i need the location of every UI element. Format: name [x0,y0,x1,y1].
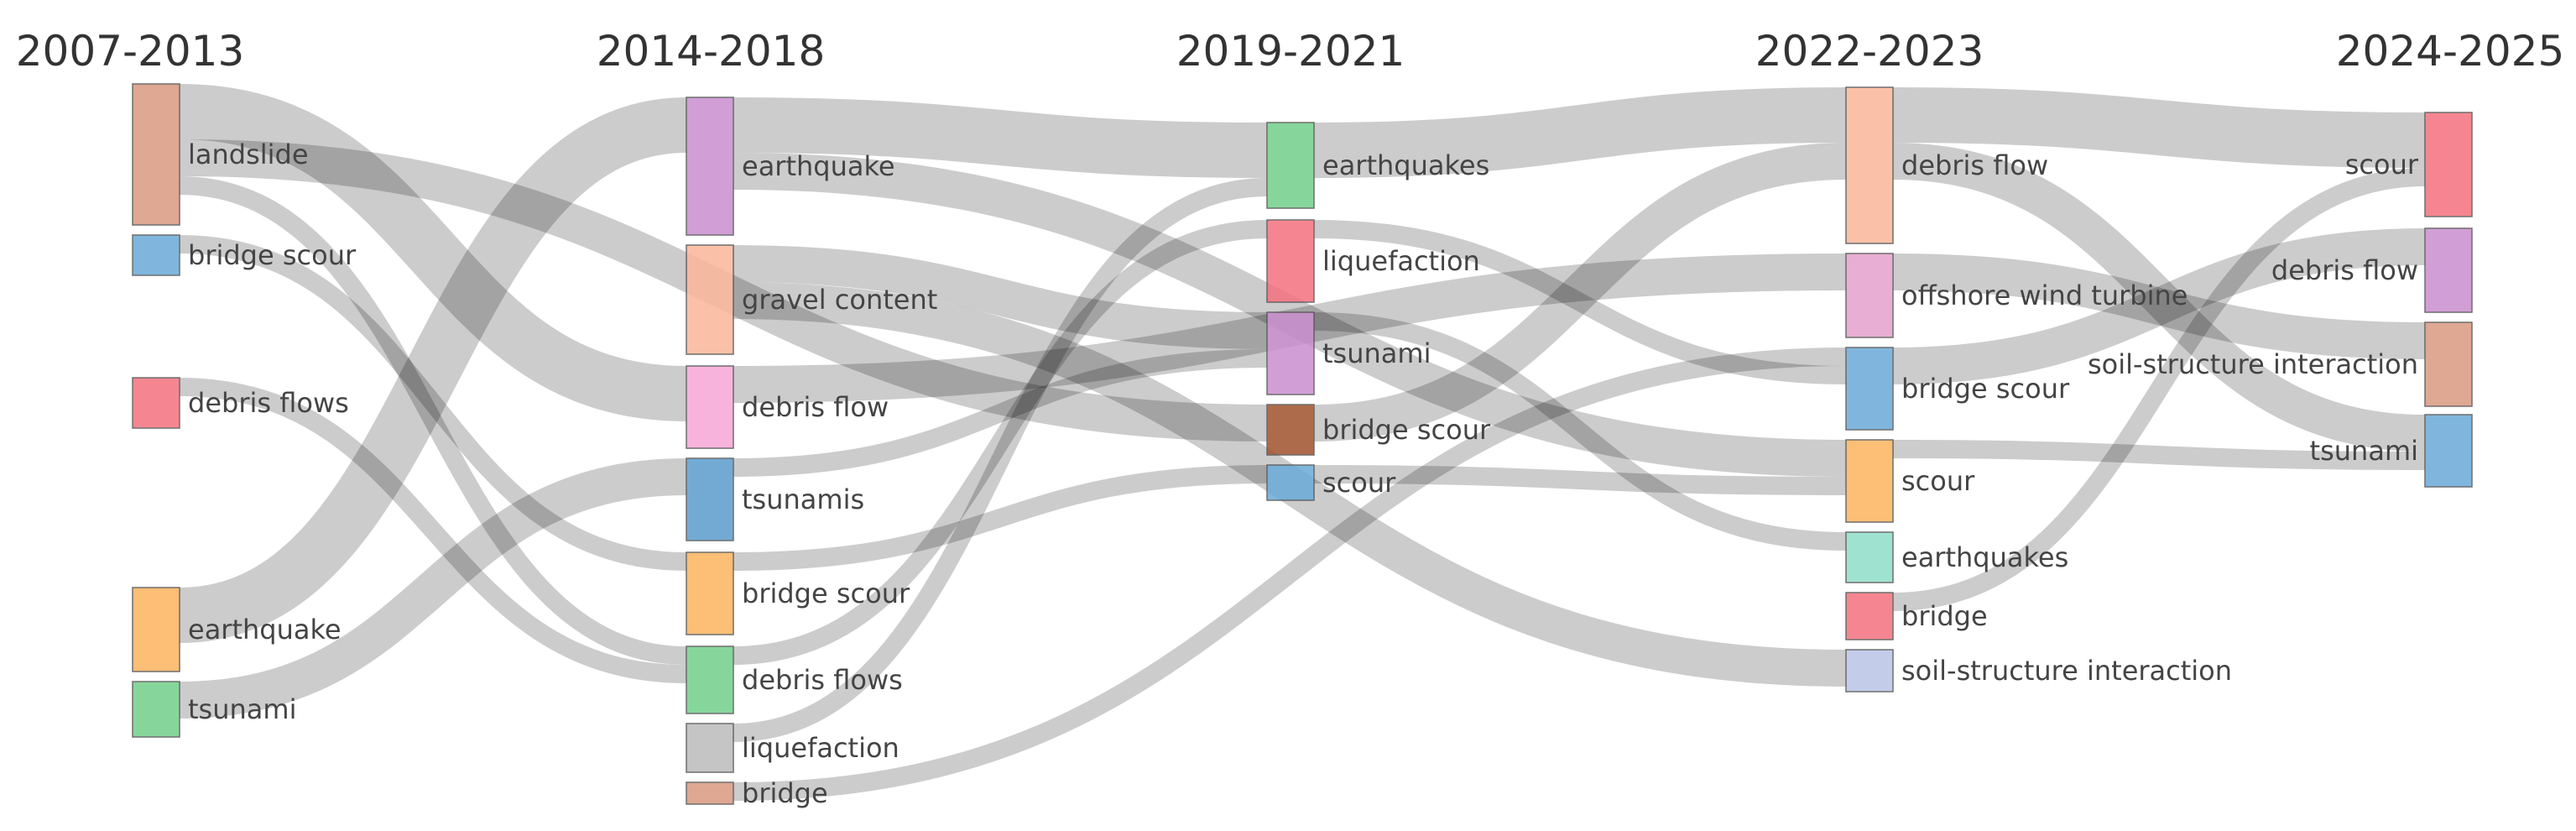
node-label-p2-gravel-content: gravel content [742,284,937,316]
node-label-p2-earthquake: earthquake [742,150,895,182]
link-p4-debris-flow-to-p5-tsunami[interactable] [1892,143,2426,452]
link-p2-debris-flows-to-p3-liquefaction[interactable] [733,220,1268,665]
node-label-p2-debris-flow: debris flow [742,391,889,423]
period-label-2007-2013: 2007-2013 [16,27,245,76]
node-label-p1-landslide: landslide [188,138,309,170]
node-p1-debris-flows[interactable] [132,377,180,429]
nodes-layer: landslide bridge scour debris flows earthqu… [132,83,2473,809]
link-p2-bridge-to-p4-bridge-scour[interactable] [733,348,1847,801]
node-label-p4-offshore-wind-turbine: offshore wind turbine [1901,280,2188,311]
node-label-p1-tsunami: tsunami [188,693,296,725]
link-p2-bridge-scour-to-p3-scour[interactable] [733,465,1268,571]
node-label-p4-debris-flow: debris flow [1901,149,2048,181]
node-p2-debris-flow[interactable] [686,365,734,449]
link-p1-landslide-to-p2-debris-flow[interactable] [179,84,687,421]
period-label-2022-2023: 2022-2023 [1755,27,1984,76]
link-p1-earthquake-to-p2-earthquake[interactable] [179,97,687,643]
node-label-p2-liquefaction: liquefaction [742,732,900,764]
node-p5-soil-structure-interaction[interactable] [2424,321,2473,407]
node-label-p5-debris-flow: debris flow [2271,254,2418,286]
link-p4-bridge-to-p5-scour[interactable] [1892,168,2426,611]
link-p3-earthquakes-to-p4-debris-flow[interactable] [1313,87,1847,178]
period-label-2019-2021: 2019-2021 [1176,27,1405,76]
node-label-p3-bridge-scour: bridge scour [1322,414,1491,446]
node-label-p2-bridge-scour: bridge scour [742,578,910,609]
link-p1-debris-flows-to-p2-debris-flows[interactable] [179,378,687,683]
node-label-p4-earthquakes: earthquakes [1901,541,2068,573]
link-p1-tsunami-to-p2-tsunamis[interactable] [179,458,687,719]
node-p4-bridge[interactable] [1845,592,1894,640]
link-p1-bridge-scour-to-p2-bridge-scour[interactable] [179,235,687,571]
link-p4-scour-to-p5-tsunami[interactable] [1892,440,2426,470]
node-label-p1-debris-flows: debris flows [188,387,349,419]
node-p1-tsunami[interactable] [132,681,180,738]
period-label-2024-2025: 2024-2025 [2336,27,2565,76]
link-p4-debris-flow-to-p5-scour[interactable] [1892,87,2426,168]
link-p4-offshore-wind-turbine-to-p5-soil-structure-interaction[interactable] [1892,253,2426,359]
node-p3-scour[interactable] [1266,464,1315,501]
node-label-p2-debris-flows: debris flows [742,664,903,696]
node-p4-earthquakes[interactable] [1845,531,1894,583]
node-p3-bridge-scour[interactable] [1266,404,1315,456]
node-p2-earthquake[interactable] [686,97,734,236]
link-p3-scour-to-p4-scour[interactable] [1313,465,1847,495]
node-label-p3-liquefaction: liquefaction [1322,245,1480,277]
node-p4-soil-structure-interaction[interactable] [1845,649,1894,692]
node-label-p1-bridge-scour: bridge scour [188,239,357,271]
link-p2-tsunamis-to-p3-tsunami[interactable] [733,349,1268,477]
node-p2-bridge-scour[interactable] [686,551,734,635]
node-label-p3-scour: scour [1322,467,1396,499]
node-p1-bridge-scour[interactable] [132,234,180,276]
link-p3-tsunami-to-p4-earthquakes[interactable] [1313,312,1847,551]
node-p2-bridge[interactable] [686,781,734,805]
node-label-p4-soil-structure-interaction: soil-structure interaction [1901,655,2232,687]
node-p4-scour[interactable] [1845,439,1894,523]
node-label-p1-earthquake: earthquake [188,614,342,645]
link-p3-liquefaction-to-p4-bridge-scour[interactable] [1313,220,1847,384]
node-p4-debris-flow[interactable] [1845,86,1894,244]
node-label-p2-tsunamis: tsunamis [742,483,864,515]
node-label-p4-bridge: bridge [1901,600,1988,632]
node-label-p5-tsunami: tsunami [2310,435,2418,467]
node-p2-tsunamis[interactable] [686,457,734,541]
period-label-2014-2018: 2014-2018 [597,27,826,76]
node-p4-bridge-scour[interactable] [1845,347,1894,431]
node-p3-liquefaction[interactable] [1266,219,1315,303]
node-p3-tsunami[interactable] [1266,311,1315,395]
link-p2-earthquake-to-p3-earthquakes[interactable] [733,97,1268,178]
link-p3-bridge-scour-to-p4-debris-flow[interactable] [1313,143,1847,442]
links-layer [179,84,2426,801]
node-p2-debris-flows[interactable] [686,645,734,714]
node-p2-liquefaction[interactable] [686,723,734,773]
node-label-p3-earthquakes: earthquakes [1322,149,1489,181]
link-p2-liquefaction-to-p3-earthquakes[interactable] [733,178,1268,742]
node-p5-debris-flow[interactable] [2424,227,2473,313]
node-label-p3-tsunami: tsunami [1322,337,1431,369]
node-label-p5-scour: scour [2345,149,2419,180]
link-p4-bridge-scour-to-p5-debris-flow[interactable] [1892,228,2426,384]
node-p5-scour[interactable] [2424,112,2473,217]
node-p1-landslide[interactable] [132,83,180,226]
link-p1-landslide-to-p2-debris-flows[interactable] [179,176,687,665]
node-p2-gravel-content[interactable] [686,244,734,355]
node-p3-earthquakes[interactable] [1266,122,1315,209]
node-label-p4-bridge-scour: bridge scour [1901,373,2070,405]
node-label-p4-scour: scour [1901,465,1975,497]
node-label-p2-bridge: bridge [742,777,828,809]
node-label-p5-soil-structure-interaction: soil-structure interaction [2088,348,2418,380]
node-p4-offshore-wind-turbine[interactable] [1845,253,1894,338]
node-p5-tsunami[interactable] [2424,414,2473,488]
link-p2-gravel-content-to-p3-tsunami[interactable] [733,245,1268,349]
node-p1-earthquake[interactable] [132,587,180,672]
